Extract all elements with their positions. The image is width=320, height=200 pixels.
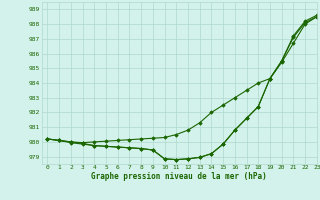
X-axis label: Graphe pression niveau de la mer (hPa): Graphe pression niveau de la mer (hPa) (91, 172, 267, 181)
